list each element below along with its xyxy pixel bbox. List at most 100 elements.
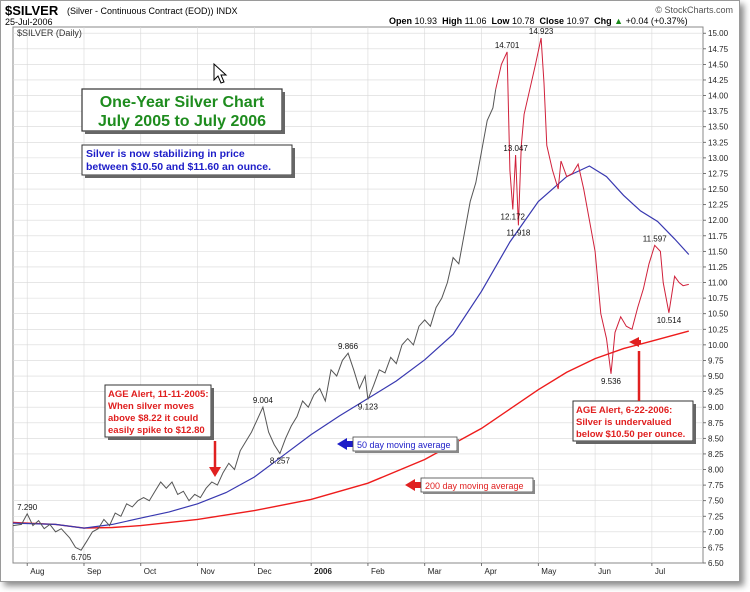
- ma50-label: 50 day moving average: [357, 440, 451, 450]
- price-line: [12, 89, 497, 551]
- y-tick-label: 8.00: [708, 466, 724, 475]
- y-tick-label: 11.00: [708, 279, 728, 288]
- y-tick-label: 10.25: [708, 325, 729, 334]
- y-tick-label: 7.00: [708, 528, 724, 537]
- x-tick-label: May: [541, 567, 556, 576]
- y-tick-label: 14.00: [708, 92, 729, 101]
- y-tick-label: 6.50: [708, 559, 724, 568]
- note-box: Silver is now stabilizing in price betwe…: [81, 144, 295, 178]
- y-tick-label: 11.25: [708, 263, 728, 272]
- alert2-line-1: AGE Alert, 6-22-2006:: [576, 405, 672, 416]
- alert2-line-2: Silver is undervalued: [576, 417, 672, 428]
- high-value: 11.06: [464, 16, 487, 26]
- note-line-1: Silver is now stabilizing in price: [86, 148, 245, 160]
- panel-label: $SILVER (Daily): [17, 28, 82, 38]
- y-tick-label: 14.75: [708, 45, 729, 54]
- y-axis: 6.50 6.75 7.00 7.25 7.50 7.75 8.00 8.25 8.50 8.75…: [703, 29, 729, 568]
- y-tick-label: 9.75: [708, 356, 724, 365]
- x-tick-label: Jun: [598, 567, 611, 576]
- y-tick-label: 8.75: [708, 419, 724, 428]
- quote-summary: Open 10.93 High 11.06 Low 10.78 Close 10…: [389, 16, 688, 26]
- ma200-label: 200 day moving average: [425, 481, 524, 491]
- alert1-line-4: easily spike to $12.80: [108, 425, 205, 436]
- alert-box-nov-2005: AGE Alert, 11-11-2005: When silver moves…: [104, 384, 214, 440]
- alert1-line-3: above $8.22 it could: [108, 413, 198, 424]
- price-data-label: 11.918: [506, 228, 530, 237]
- chg-label: Chg: [594, 16, 612, 26]
- close-label: Close: [539, 16, 565, 26]
- y-tick-label: 12.25: [708, 201, 729, 210]
- y-tick-label: 11.50: [708, 247, 728, 256]
- x-tick-label: Jul: [655, 567, 665, 576]
- note-line-2: between $10.50 and $11.60 an ounce.: [86, 161, 271, 173]
- x-tick-label: Feb: [371, 567, 385, 576]
- y-tick-label: 7.25: [708, 512, 724, 521]
- x-tick-label: Apr: [485, 567, 498, 576]
- title-line-1: One-Year Silver Chart: [100, 94, 265, 111]
- title-line-2: July 2005 to July 2006: [98, 113, 266, 130]
- alert1-line-2: When silver moves: [108, 401, 194, 412]
- price-data-label: 14.701: [495, 41, 520, 50]
- price-data-label: 11.597: [643, 234, 667, 243]
- price-chart: 6.50 6.75 7.00 7.25 7.50 7.75 8.00 8.25 8.50 8.75…: [12, 26, 729, 576]
- price-data-label: 10.514: [657, 316, 682, 325]
- chart-date: 25-Jul-2006: [5, 17, 53, 27]
- price-data-label: 9.123: [358, 403, 379, 412]
- chart-window: $SILVER (Silver - Continuous Contract (E…: [0, 0, 740, 582]
- alert2-line-3: below $10.50 per ounce.: [576, 429, 685, 440]
- y-tick-label: 10.50: [708, 310, 729, 319]
- price-data-label: 9.866: [338, 342, 359, 351]
- series-lines: [12, 37, 690, 551]
- y-tick-label: 10.75: [708, 294, 729, 303]
- stockcharts-credit[interactable]: © StockCharts.com: [655, 5, 733, 15]
- y-tick-label: 12.50: [708, 185, 729, 194]
- ticker-description: (Silver - Continuous Contract (EOD)) IND…: [67, 6, 238, 16]
- exchange-code: INDX: [216, 6, 238, 16]
- ma50-line: [12, 165, 690, 529]
- price-data-label: 9.536: [601, 377, 622, 386]
- price-data-label: 8.257: [270, 456, 291, 465]
- alert2-arrow-icon: [629, 337, 641, 401]
- price-data-label: 12.172: [501, 212, 526, 221]
- y-tick-label: 9.00: [708, 403, 724, 412]
- y-tick-label: 6.75: [708, 543, 724, 552]
- price-data-label: 7.290: [17, 503, 38, 512]
- x-tick-label: Aug: [30, 567, 44, 576]
- alert1-line-1: AGE Alert, 11-11-2005:: [108, 389, 209, 400]
- open-value: 10.93: [414, 16, 438, 26]
- y-tick-label: 12.00: [708, 216, 729, 225]
- x-tick-label: Nov: [201, 567, 215, 576]
- price-line-recent: [495, 37, 689, 374]
- grid-lines: [13, 27, 703, 563]
- x-tick-label: Sep: [87, 567, 102, 576]
- y-tick-label: 15.00: [708, 29, 729, 38]
- mouse-cursor-icon: [213, 62, 228, 84]
- y-tick-label: 9.50: [708, 372, 724, 381]
- y-tick-label: 8.25: [708, 450, 724, 459]
- close-value: 10.97: [566, 16, 590, 26]
- y-tick-label: 10.00: [708, 341, 729, 350]
- y-tick-label: 9.25: [708, 388, 724, 397]
- y-tick-label: 11.75: [708, 232, 728, 241]
- chg-arrow-icon: ▲: [614, 16, 624, 26]
- y-tick-label: 7.75: [708, 481, 724, 490]
- title-box: One-Year Silver Chart July 2005 to July …: [81, 88, 285, 134]
- ma50-callout: 50 day moving average: [337, 436, 459, 453]
- y-tick-label: 13.25: [708, 138, 729, 147]
- ma200-line: [12, 330, 689, 529]
- description-text: (Silver - Continuous Contract (EOD)): [67, 6, 214, 16]
- chg-value: +0.04 (+0.37%): [625, 16, 688, 26]
- alert1-arrow-icon: [209, 441, 221, 477]
- alert-box-jun-2006: AGE Alert, 6-22-2006: Silver is underval…: [572, 400, 696, 444]
- y-tick-label: 8.50: [708, 434, 724, 443]
- y-tick-label: 12.75: [708, 169, 729, 178]
- y-tick-label: 7.50: [708, 497, 724, 506]
- x-tick-label: Oct: [144, 567, 157, 576]
- high-label: High: [442, 16, 463, 26]
- y-tick-label: 13.75: [708, 107, 729, 116]
- price-data-label: 14.923: [529, 27, 554, 36]
- price-data-label: 9.004: [253, 396, 274, 405]
- price-data-label: 13.047: [503, 144, 528, 153]
- price-data-label: 6.705: [71, 553, 92, 562]
- x-tick-label: Mar: [428, 567, 442, 576]
